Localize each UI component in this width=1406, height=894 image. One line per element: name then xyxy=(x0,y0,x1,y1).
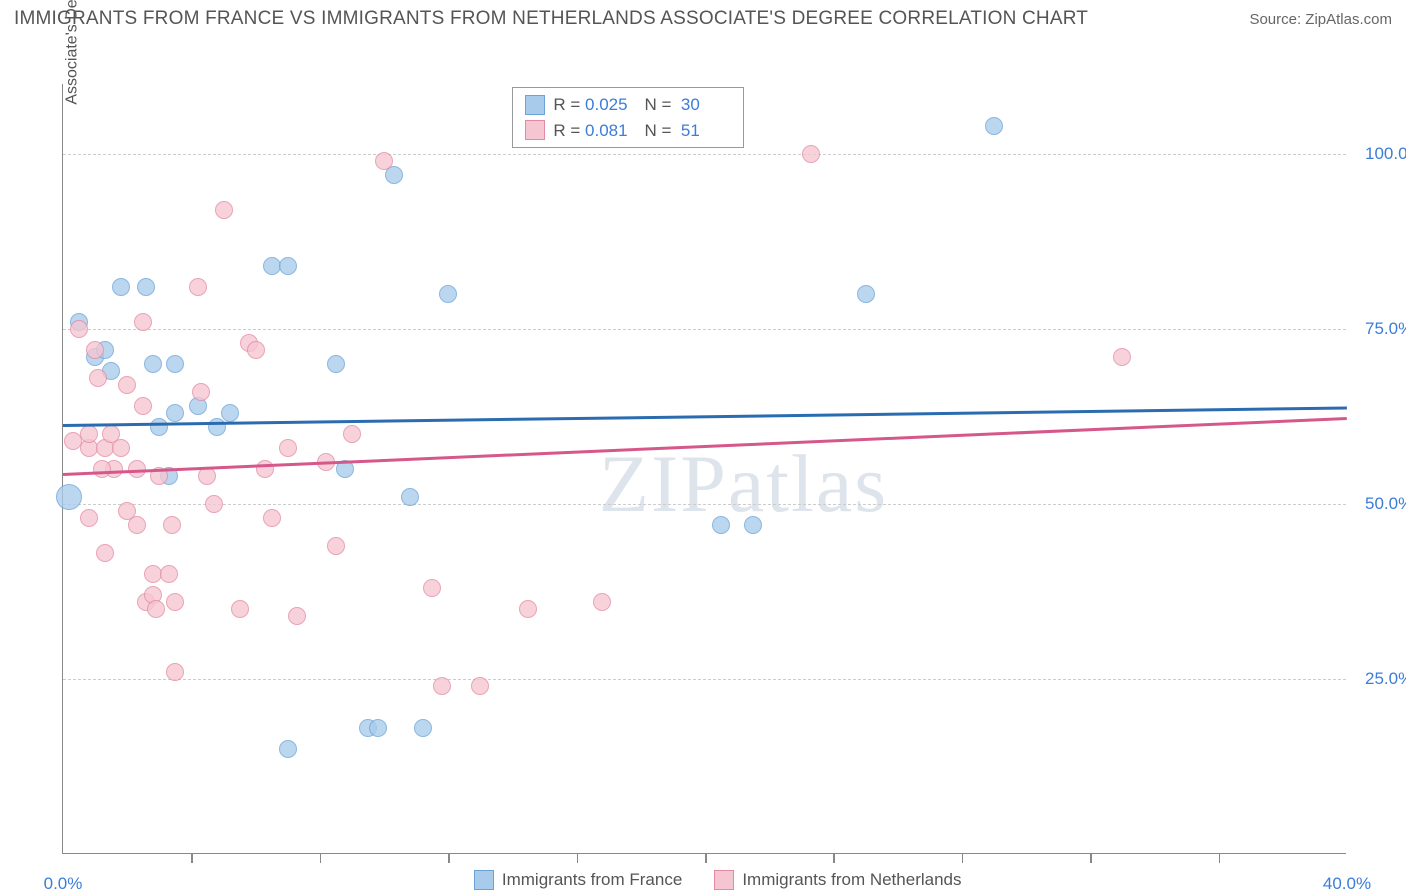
legend-swatch xyxy=(525,120,545,140)
data-point xyxy=(985,117,1003,135)
data-point xyxy=(712,516,730,534)
data-point xyxy=(423,579,441,597)
data-point xyxy=(118,376,136,394)
data-point xyxy=(166,355,184,373)
data-point xyxy=(198,467,216,485)
data-point xyxy=(166,663,184,681)
data-point xyxy=(56,484,82,510)
x-tick xyxy=(962,853,964,863)
data-point xyxy=(192,383,210,401)
legend-row: R = 0.025 N = 30 xyxy=(525,92,730,118)
trend-line xyxy=(63,417,1347,475)
data-point xyxy=(279,740,297,758)
data-point xyxy=(147,600,165,618)
gridline xyxy=(63,679,1346,680)
data-point xyxy=(93,460,111,478)
legend-row: R = 0.081 N = 51 xyxy=(525,118,730,144)
x-tick xyxy=(577,853,579,863)
legend-swatch xyxy=(714,870,734,890)
trend-line xyxy=(63,406,1347,426)
chart-source: Source: ZipAtlas.com xyxy=(1249,11,1392,28)
data-point xyxy=(802,145,820,163)
data-point xyxy=(593,593,611,611)
data-point xyxy=(166,404,184,422)
data-point xyxy=(433,677,451,695)
data-point xyxy=(166,593,184,611)
y-tick-label: 100.0% xyxy=(1365,144,1406,164)
data-point xyxy=(144,355,162,373)
data-point xyxy=(189,278,207,296)
data-point xyxy=(112,278,130,296)
legend-item: Immigrants from France xyxy=(474,870,682,890)
gridline xyxy=(63,154,1346,155)
data-point xyxy=(208,418,226,436)
data-point xyxy=(150,418,168,436)
data-point xyxy=(137,278,155,296)
data-point xyxy=(744,516,762,534)
x-tick xyxy=(1090,853,1092,863)
data-point xyxy=(263,509,281,527)
data-point xyxy=(163,516,181,534)
plot-area: ZIPatlas 25.0%50.0%75.0%100.0%0.0%40.0%R… xyxy=(62,84,1346,854)
data-point xyxy=(1113,348,1131,366)
data-point xyxy=(221,404,239,422)
legend-label: Immigrants from France xyxy=(502,870,682,890)
data-point xyxy=(86,341,104,359)
data-point xyxy=(247,341,265,359)
data-point xyxy=(327,537,345,555)
gridline xyxy=(63,329,1346,330)
watermark: ZIPatlas xyxy=(599,437,888,531)
x-tick xyxy=(833,853,835,863)
legend-swatch xyxy=(474,870,494,890)
x-tick xyxy=(705,853,707,863)
legend-item: Immigrants from Netherlands xyxy=(714,870,961,890)
data-point xyxy=(256,460,274,478)
series-legend: Immigrants from France Immigrants from Ne… xyxy=(474,870,962,890)
data-point xyxy=(857,285,875,303)
gridline xyxy=(63,504,1346,505)
data-point xyxy=(401,488,419,506)
data-point xyxy=(89,369,107,387)
data-point xyxy=(128,516,146,534)
data-point xyxy=(327,355,345,373)
data-point xyxy=(205,495,223,513)
chart-header: IMMIGRANTS FROM FRANCE VS IMMIGRANTS FRO… xyxy=(0,0,1406,36)
x-tick-label: 40.0% xyxy=(1323,874,1371,894)
data-point xyxy=(439,285,457,303)
data-point xyxy=(80,425,98,443)
x-tick xyxy=(320,853,322,863)
x-tick xyxy=(1219,853,1221,863)
x-tick xyxy=(448,853,450,863)
data-point xyxy=(414,719,432,737)
data-point xyxy=(231,600,249,618)
data-point xyxy=(215,201,233,219)
data-point xyxy=(519,600,537,618)
x-tick-label: 0.0% xyxy=(44,874,83,894)
data-point xyxy=(80,509,98,527)
data-point xyxy=(288,607,306,625)
data-point xyxy=(112,439,130,457)
data-point xyxy=(70,320,88,338)
data-point xyxy=(279,257,297,275)
data-point xyxy=(160,565,178,583)
data-point xyxy=(369,719,387,737)
data-point xyxy=(279,439,297,457)
legend-label: Immigrants from Netherlands xyxy=(742,870,961,890)
data-point xyxy=(471,677,489,695)
y-tick-label: 25.0% xyxy=(1365,669,1406,689)
data-point xyxy=(134,397,152,415)
correlation-legend: R = 0.025 N = 30R = 0.081 N = 51 xyxy=(512,87,743,148)
data-point xyxy=(96,544,114,562)
y-tick-label: 50.0% xyxy=(1365,494,1406,514)
legend-swatch xyxy=(525,95,545,115)
data-point xyxy=(375,152,393,170)
x-tick xyxy=(191,853,193,863)
y-tick-label: 75.0% xyxy=(1365,319,1406,339)
chart-title: IMMIGRANTS FROM FRANCE VS IMMIGRANTS FRO… xyxy=(14,8,1088,30)
data-point xyxy=(343,425,361,443)
data-point xyxy=(134,313,152,331)
